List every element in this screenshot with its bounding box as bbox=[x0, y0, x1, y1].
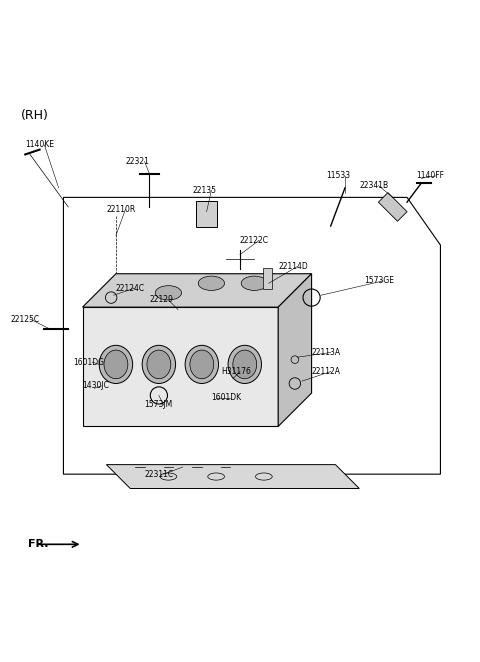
Ellipse shape bbox=[198, 276, 225, 291]
Text: 1140KE: 1140KE bbox=[25, 140, 54, 150]
Text: 1430JC: 1430JC bbox=[83, 381, 109, 391]
Text: 22113A: 22113A bbox=[312, 348, 341, 357]
Ellipse shape bbox=[104, 350, 128, 379]
FancyBboxPatch shape bbox=[196, 201, 217, 227]
Text: 22129: 22129 bbox=[149, 295, 173, 305]
FancyBboxPatch shape bbox=[263, 268, 272, 289]
Text: 22124C: 22124C bbox=[116, 283, 145, 293]
Text: 22341B: 22341B bbox=[360, 181, 388, 190]
Ellipse shape bbox=[185, 346, 218, 383]
Ellipse shape bbox=[241, 276, 267, 291]
Text: 22321: 22321 bbox=[125, 157, 149, 166]
Ellipse shape bbox=[233, 350, 257, 379]
Polygon shape bbox=[378, 193, 407, 221]
Text: 22135: 22135 bbox=[192, 186, 216, 195]
Text: 1601DG: 1601DG bbox=[73, 357, 104, 367]
Polygon shape bbox=[83, 307, 278, 426]
Ellipse shape bbox=[190, 350, 214, 379]
Polygon shape bbox=[83, 273, 312, 307]
Text: 22112A: 22112A bbox=[312, 367, 341, 376]
Text: 11533: 11533 bbox=[326, 171, 350, 181]
Text: 22122C: 22122C bbox=[240, 236, 269, 245]
Text: (RH): (RH) bbox=[21, 109, 48, 122]
Text: 22114D: 22114D bbox=[278, 262, 308, 271]
Ellipse shape bbox=[156, 286, 181, 300]
Text: 1140FF: 1140FF bbox=[417, 171, 444, 181]
Text: 1573GE: 1573GE bbox=[364, 277, 394, 285]
Text: 1573JM: 1573JM bbox=[144, 401, 173, 410]
Text: H31176: H31176 bbox=[221, 367, 251, 376]
Text: 1601DK: 1601DK bbox=[211, 393, 241, 402]
Text: 22311C: 22311C bbox=[144, 469, 174, 479]
Text: 22110R: 22110R bbox=[107, 205, 136, 214]
Text: FR.: FR. bbox=[28, 540, 48, 549]
Polygon shape bbox=[107, 465, 360, 489]
Ellipse shape bbox=[147, 350, 171, 379]
Ellipse shape bbox=[142, 346, 176, 383]
Ellipse shape bbox=[99, 346, 132, 383]
Text: 22125C: 22125C bbox=[11, 314, 40, 324]
Polygon shape bbox=[278, 273, 312, 426]
Ellipse shape bbox=[228, 346, 262, 383]
